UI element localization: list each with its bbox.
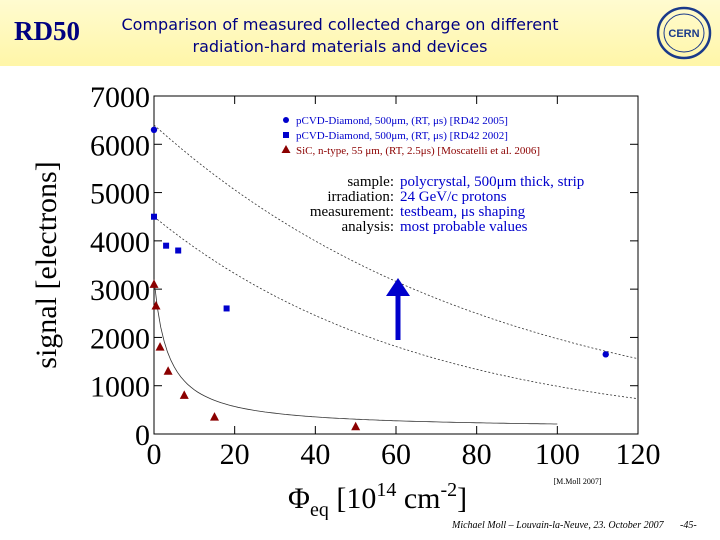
title-line-2: radiation-hard materials and devices (192, 37, 488, 56)
data-point-sic (151, 301, 161, 310)
info-label: irradiation: (327, 189, 394, 205)
data-point-diamond-2002 (163, 242, 170, 249)
svg-text:CERN: CERN (668, 28, 699, 40)
data-point-diamond-2002 (151, 213, 157, 220)
chart: 0 1000 2000 3000 4000 5000 6000 7000 0 20 40 60 80 10… (30, 81, 661, 520)
x-tick-label: 0 (147, 438, 162, 471)
data-point-sic (210, 412, 219, 421)
legend-marker (281, 145, 291, 153)
data-point-sic (179, 390, 189, 399)
header-banner: RD50 Comparison of measured collected ch… (0, 0, 720, 66)
info-value: 24 GeV/c protons (400, 189, 507, 205)
x-tick-label: 100 (535, 438, 580, 471)
x-tick-label: 80 (462, 438, 492, 471)
y-tick-label: 6000 (90, 129, 150, 162)
slide-title: Comparison of measured collected charge … (100, 14, 580, 58)
data-point-sic (155, 342, 165, 351)
x-tick-label: 40 (300, 438, 330, 471)
rd50-logo: RD50 (14, 16, 80, 46)
y-tick-label: 7000 (90, 81, 150, 114)
legend-marker (283, 132, 289, 138)
data-point-sic (351, 421, 361, 431)
legend-label: pCVD-Diamond, 500μm, (RT, μs) [RD42 2002… (296, 130, 508, 142)
y-tick-label: 3000 (90, 274, 150, 307)
cern-logo-icon: CERN (656, 6, 712, 60)
y-tick-label: 2000 (90, 322, 150, 355)
info-label: measurement: (310, 204, 394, 220)
y-tick-label: 5000 (90, 178, 150, 211)
credit-label: [M.Moll 2007] (554, 477, 602, 486)
x-tick-label: 60 (381, 438, 411, 471)
data-point-sic (163, 366, 173, 375)
title-line-1: Comparison of measured collected charge … (121, 15, 559, 34)
x-tick-label: 20 (220, 438, 250, 471)
data-point-diamond-2005 (150, 126, 158, 133)
data-point-sic (149, 279, 159, 288)
legend-marker (283, 117, 289, 123)
legend-label: pCVD-Diamond, 500μm, (RT, μs) [RD42 2005… (296, 115, 508, 127)
info-value: most probable values (400, 219, 528, 235)
info-value: polycrystal, 500μm thick, strip (400, 174, 584, 190)
legend-label: SiC, n-type, 55 μm, (RT, 2.5μs) [Moscate… (296, 145, 540, 157)
info-label: sample: (347, 174, 394, 190)
y-tick-label: 4000 (90, 226, 150, 259)
fit-curve-rd42-2002 (153, 216, 639, 400)
data-point-diamond-2002 (223, 305, 230, 312)
y-axis-label: signal [electrons] (30, 161, 63, 368)
info-value: testbeam, μs shaping (400, 204, 526, 220)
x-axis-label: Φeq [1014 cm-2] (288, 479, 467, 520)
footer-text: Michael Moll – Louvain-la-Neuve, 23. Oct… (452, 520, 664, 531)
fit-curve-sic (153, 279, 558, 425)
data-point-diamond-2002 (175, 247, 182, 254)
y-tick-label: 1000 (90, 371, 150, 404)
x-tick-label: 120 (616, 438, 661, 471)
data-point-diamond-2005 (602, 351, 609, 358)
page-number: -45- (680, 520, 697, 531)
info-label: analysis: (342, 219, 395, 235)
y-tick-label: 0 (135, 419, 150, 452)
annotation-arrow-head (386, 278, 410, 296)
